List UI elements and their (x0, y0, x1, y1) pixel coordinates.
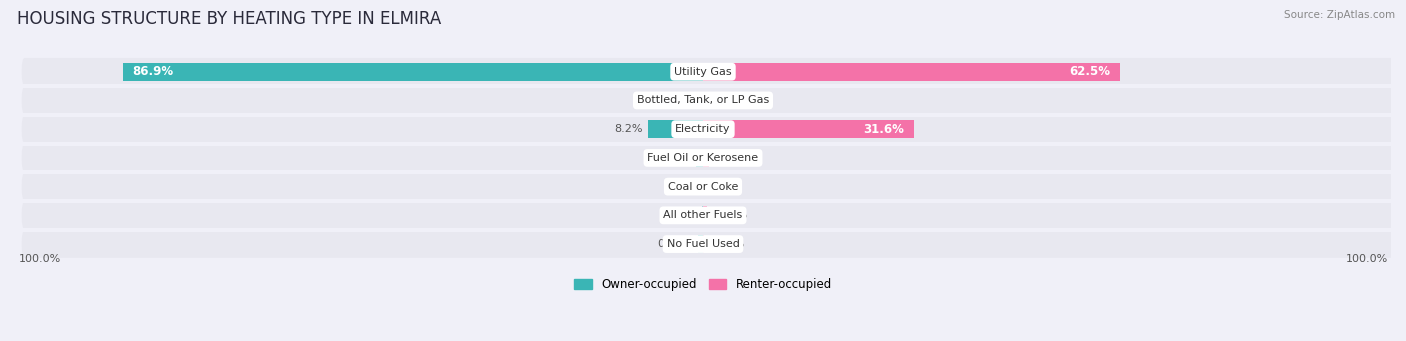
Text: 31.6%: 31.6% (863, 123, 904, 136)
FancyBboxPatch shape (21, 144, 1406, 172)
Bar (683, 91, 703, 109)
Text: Source: ZipAtlas.com: Source: ZipAtlas.com (1284, 10, 1395, 20)
Text: Coal or Coke: Coal or Coke (668, 182, 738, 192)
Text: 3.0%: 3.0% (650, 95, 678, 105)
Text: Bottled, Tank, or LP Gas: Bottled, Tank, or LP Gas (637, 95, 769, 105)
Text: 86.9%: 86.9% (132, 65, 174, 78)
Bar (703, 206, 707, 224)
Text: 0.0%: 0.0% (709, 182, 737, 192)
Text: 8.2%: 8.2% (614, 124, 643, 134)
Bar (703, 91, 731, 109)
Text: Electricity: Electricity (675, 124, 731, 134)
Bar (696, 149, 703, 167)
Text: Fuel Oil or Kerosene: Fuel Oil or Kerosene (647, 153, 759, 163)
Text: 0.9%: 0.9% (714, 153, 742, 163)
FancyBboxPatch shape (21, 115, 1406, 143)
FancyBboxPatch shape (21, 58, 1406, 86)
Text: 4.2%: 4.2% (737, 95, 765, 105)
Text: 100.0%: 100.0% (18, 254, 60, 264)
Text: Utility Gas: Utility Gas (675, 67, 731, 77)
Text: HOUSING STRUCTURE BY HEATING TYPE IN ELMIRA: HOUSING STRUCTURE BY HEATING TYPE IN ELM… (17, 10, 441, 28)
Text: 0.16%: 0.16% (710, 239, 745, 249)
Text: 0.0%: 0.0% (669, 182, 697, 192)
Bar (648, 120, 703, 138)
Text: 0.73%: 0.73% (658, 239, 693, 249)
Legend: Owner-occupied, Renter-occupied: Owner-occupied, Renter-occupied (569, 273, 837, 296)
Bar (703, 120, 914, 138)
Bar (699, 235, 703, 253)
Text: 0.14%: 0.14% (661, 210, 697, 220)
Bar (703, 63, 1121, 80)
Text: No Fuel Used: No Fuel Used (666, 239, 740, 249)
Text: All other Fuels: All other Fuels (664, 210, 742, 220)
Text: 0.64%: 0.64% (713, 210, 748, 220)
FancyBboxPatch shape (21, 202, 1406, 229)
Bar (703, 149, 709, 167)
Bar (122, 63, 703, 80)
Text: 1.0%: 1.0% (662, 153, 690, 163)
Text: 62.5%: 62.5% (1070, 65, 1111, 78)
Text: 100.0%: 100.0% (1346, 254, 1388, 264)
FancyBboxPatch shape (21, 87, 1406, 114)
FancyBboxPatch shape (21, 173, 1406, 201)
FancyBboxPatch shape (21, 230, 1406, 258)
